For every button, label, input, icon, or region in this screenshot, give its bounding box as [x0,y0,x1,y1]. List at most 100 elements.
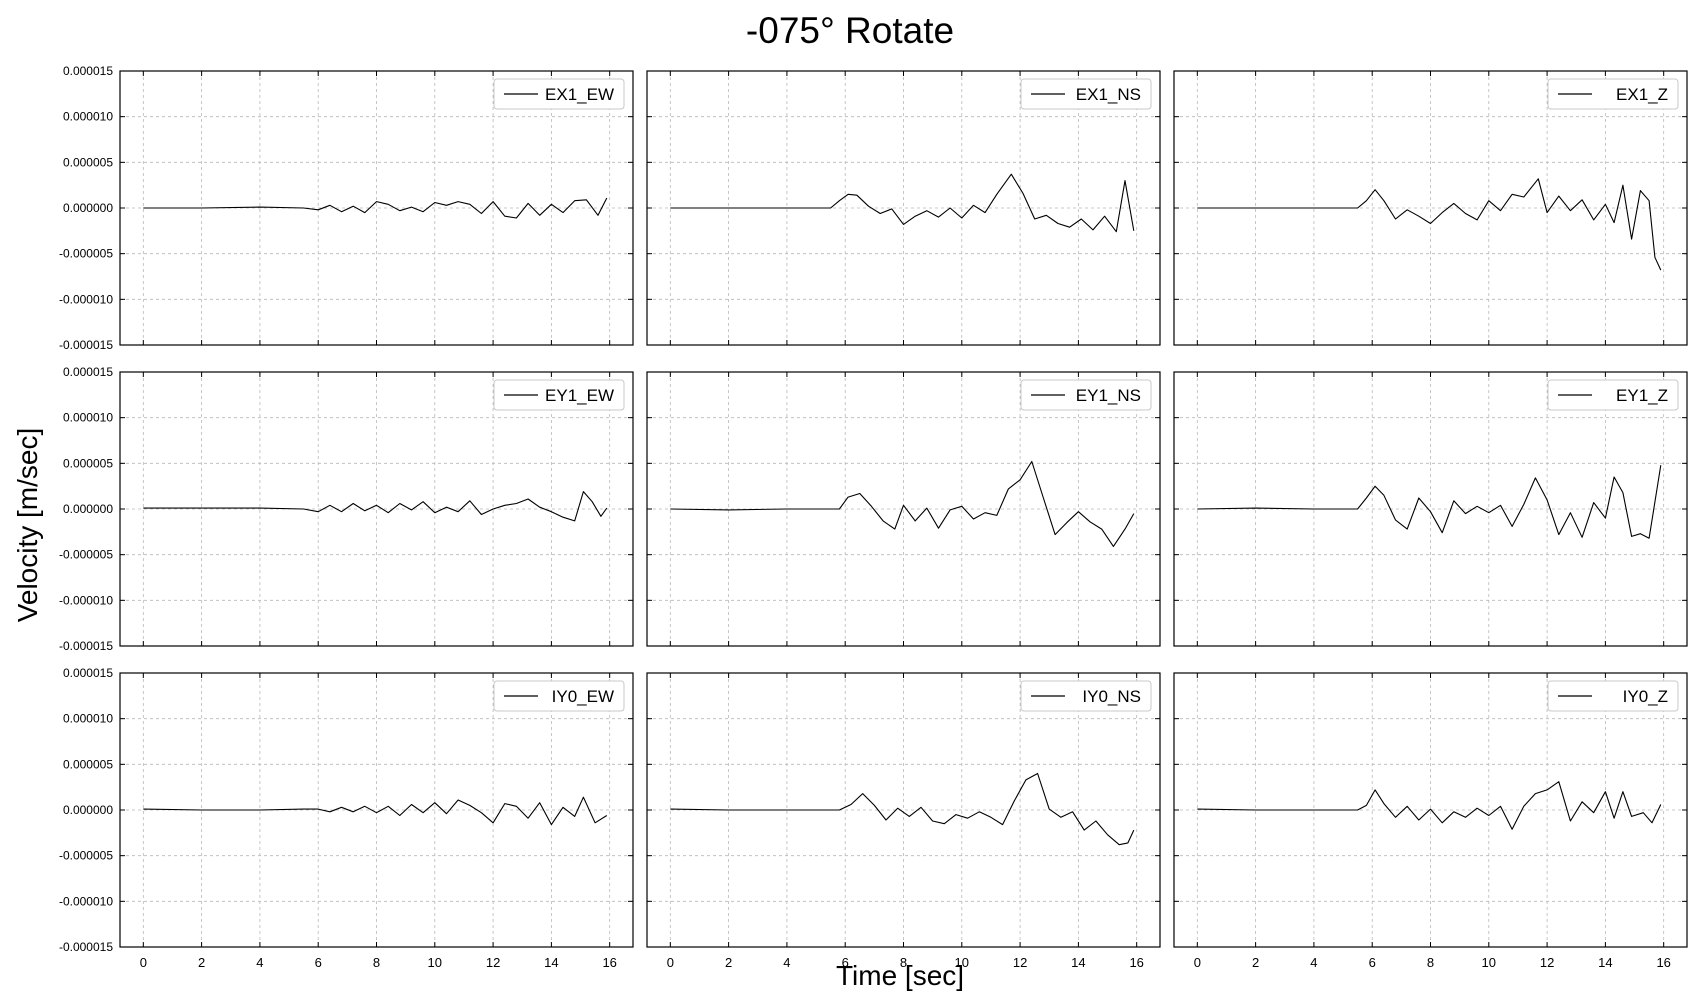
legend-box [1547,379,1679,411]
legend: EX1_Z [1547,78,1679,110]
y-tick-label: -0.000005 [59,548,113,562]
y-tick-label: 0.000005 [63,155,113,169]
subplot-ey1-ew: 0.000015 0.000010 0.000005 0.000000 -0.00000… [59,365,634,653]
axes-frame [1173,672,1688,948]
axes-frame [646,672,1161,948]
legend-label: EY1_Z [1616,386,1668,405]
x-tick-label: 2 [725,955,732,970]
legend: EY1_Z [1547,379,1679,411]
y-tick-label: 0.000000 [63,201,113,215]
x-tick-label: 4 [256,955,263,970]
y-tick-label: 0.000000 [63,803,113,817]
y-tick-label: -0.000015 [59,940,113,954]
legend-label: EY1_NS [1076,386,1141,405]
legend-box [1020,680,1152,712]
legend: EX1_NS [1020,78,1152,110]
axes-frame [119,371,634,647]
figure-title: -075° Rotate [745,10,955,51]
series-line-ey1-z [1197,465,1662,539]
legend-box [493,379,625,411]
y-tick-label: -0.000005 [59,849,113,863]
x-tick-label: 4 [783,955,790,970]
legend: EX1_EW [493,78,625,110]
x-tick-label: 12 [486,955,500,970]
x-tick-label: 14 [1598,955,1612,970]
y-tick-label: -0.000010 [59,292,113,306]
x-tick-label: 8 [900,955,907,970]
legend-box [493,680,625,712]
axes-frame [1173,70,1688,346]
series-line-ex1-z [1197,178,1662,271]
y-tick-label: 0.000010 [63,712,113,726]
x-tick-label: 10 [1482,955,1496,970]
x-tick-label: 10 [955,955,969,970]
subplot-iy0-ew: 0 2 4 6 8 10 12 14 16 0.000015 0.000010 0.000005 0.0… [59,666,634,970]
y-tick-label: -0.000015 [59,639,113,653]
x-tick-label: 10 [428,955,442,970]
x-tick-label: 12 [1013,955,1027,970]
series-line-iy0-ew [143,796,608,826]
legend-label: EX1_NS [1076,85,1141,104]
x-tick-label: 14 [1071,955,1085,970]
legend-label: EX1_EW [545,85,614,104]
y-tick-label: 0.000010 [63,411,113,425]
axes-frame [119,70,634,346]
y-tick-label: -0.000005 [59,247,113,261]
legend-label: IY0_NS [1082,687,1141,706]
subplot-ex1-z: EX1_Z [1173,70,1688,346]
x-tick-label: 6 [842,955,849,970]
x-tick-label: 14 [544,955,558,970]
legend-label: EX1_Z [1616,85,1668,104]
legend-box [1020,78,1152,110]
x-tick-label: 12 [1540,955,1554,970]
subplot-iy0-ns: 0 2 4 6 8 10 12 14 16 IY0_NS [646,672,1161,970]
subplot-ey1-z: EY1_Z [1173,371,1688,647]
subplot-ey1-ns: EY1_NS [646,371,1161,647]
subplot-ex1-ns: EX1_NS [646,70,1161,346]
legend-label: IY0_Z [1623,687,1668,706]
y-tick-label: 0.000015 [63,64,113,78]
legend: IY0_EW [493,680,625,712]
series-line-iy0-z [1197,781,1662,830]
axes-frame [1173,371,1688,647]
legend-label: IY0_EW [552,687,614,706]
legend: IY0_NS [1020,680,1152,712]
axes-frame [646,70,1161,346]
y-axis-label: Velocity [m/sec] [12,427,43,623]
legend: EY1_EW [493,379,625,411]
legend-box [493,78,625,110]
series-line-iy0-ns [670,772,1135,846]
axes-frame [119,672,634,948]
x-tick-label: 4 [1310,955,1317,970]
x-tick-label: 2 [198,955,205,970]
y-tick-label: 0.000010 [63,110,113,124]
legend: EY1_NS [1020,379,1152,411]
y-tick-label: -0.000010 [59,894,113,908]
series-line-ey1-ns [670,460,1135,547]
legend: IY0_Z [1547,680,1679,712]
x-tick-label: 16 [1656,955,1670,970]
x-tick-label: 16 [1129,955,1143,970]
y-tick-label: 0.000005 [63,757,113,771]
subplot-ex1-ew: 0.000015 0.000010 0.000005 0.000000 -0.00000… [59,64,634,352]
y-tick-label: 0.000015 [63,365,113,379]
legend-box [1547,78,1679,110]
x-tick-label: 8 [373,955,380,970]
y-tick-label: -0.000015 [59,338,113,352]
x-tick-label: 16 [602,955,616,970]
x-tick-label: 0 [667,955,674,970]
series-line-ey1-ew [143,491,608,522]
x-tick-label: 2 [1252,955,1259,970]
series-line-ex1-ns [670,173,1135,233]
axes-frame [646,371,1161,647]
legend-box [1020,379,1152,411]
x-tick-label: 6 [315,955,322,970]
x-tick-label: 0 [1194,955,1201,970]
y-tick-label: 0.000005 [63,456,113,470]
x-axis-label: Time [sec] [835,960,965,991]
y-tick-label: -0.000010 [59,593,113,607]
x-tick-label: 0 [140,955,147,970]
y-tick-label: 0.000000 [63,502,113,516]
y-tick-label: 0.000015 [63,666,113,680]
